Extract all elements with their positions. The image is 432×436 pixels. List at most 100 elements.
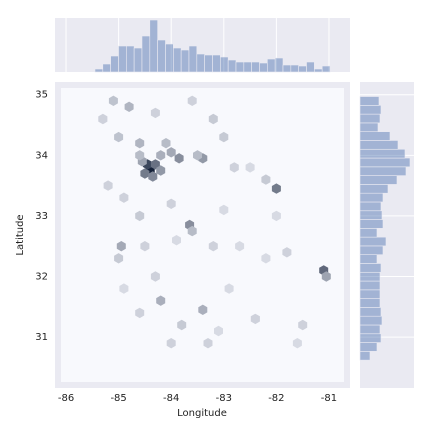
hex-cell: [282, 247, 292, 258]
hex-cell: [298, 319, 308, 331]
hex-cell: [172, 235, 181, 246]
histogram-bar: [359, 122, 379, 132]
histogram-bar: [204, 54, 213, 73]
hex-cell: [208, 241, 218, 252]
histogram-bar: [359, 201, 382, 212]
hex-field: [61, 88, 344, 382]
hex-cell: [321, 271, 331, 282]
histogram-bar: [359, 351, 371, 361]
hex-cell: [261, 253, 271, 264]
histogram-bar: [359, 157, 411, 168]
histogram-bar: [359, 280, 381, 291]
histogram-bar: [118, 45, 127, 73]
x-tick-label: -82: [268, 393, 284, 404]
histogram-bar: [290, 64, 299, 73]
histogram-bar: [298, 65, 307, 73]
histogram-bar: [173, 47, 182, 73]
histogram-bar: [359, 228, 378, 238]
histogram-bar: [267, 58, 276, 73]
x-tick-label: -84: [163, 393, 179, 404]
hex-cell: [187, 225, 197, 237]
histogram-bar: [359, 105, 382, 115]
hex-cell: [135, 138, 145, 149]
y-tick-label: 34: [35, 150, 48, 161]
hex-cell: [156, 295, 166, 306]
hex-cell: [98, 113, 108, 125]
histogram-bar: [359, 271, 381, 282]
histogram-bar: [359, 192, 384, 203]
histogram-bar: [359, 263, 382, 273]
histogram-bar: [180, 49, 190, 73]
histogram-bar: [359, 219, 384, 229]
hex-cell: [114, 131, 124, 143]
histogram-bar: [243, 61, 252, 73]
histogram-bar: [188, 45, 198, 73]
hex-cell: [148, 171, 158, 182]
histogram-bar: [102, 63, 111, 73]
histogram-bar: [359, 140, 399, 150]
hex-cell: [116, 241, 126, 252]
hex-cell: [198, 304, 208, 315]
hex-cell: [261, 174, 271, 185]
hex-cell: [219, 131, 229, 143]
histogram-bar: [359, 245, 384, 255]
y-tick-label: 33: [35, 211, 48, 222]
hex-cell: [219, 204, 229, 216]
histogram-bar: [359, 254, 378, 264]
histogram-bar: [359, 148, 406, 159]
x-axis-label: Longitude: [177, 408, 227, 419]
histogram-bar: [359, 175, 398, 185]
histogram-bar: [235, 61, 245, 73]
histogram-bar: [359, 113, 381, 124]
histogram-bar: [212, 54, 221, 73]
x-tick-label: -81: [321, 393, 337, 404]
y-axis-label: Latitude: [15, 214, 26, 255]
histogram-bar: [220, 56, 229, 73]
hex-cell: [292, 338, 302, 349]
histogram-bar: [359, 315, 383, 326]
hex-cell: [229, 162, 239, 173]
histogram-bar: [251, 61, 260, 73]
hex-cell: [224, 283, 234, 294]
histogram-bar: [359, 298, 381, 308]
histogram-bar: [359, 166, 407, 176]
histogram-bar: [306, 61, 315, 73]
hex-cell: [250, 313, 260, 325]
hex-cell: [214, 325, 223, 337]
histogram-bar: [196, 53, 205, 73]
histogram-bar: [110, 55, 119, 73]
histogram-bar: [359, 184, 389, 194]
hex-cell: [166, 198, 176, 209]
histogram-bar: [141, 35, 151, 73]
histogram-bar: [359, 289, 381, 299]
histogram-bar: [227, 59, 237, 73]
hex-cell: [135, 210, 145, 222]
histogram-bar: [359, 324, 381, 335]
hex-cell: [166, 338, 176, 349]
hex-cell: [187, 95, 197, 106]
histogram-bar: [359, 131, 391, 141]
hex-cell: [166, 147, 176, 158]
hex-cell: [150, 107, 160, 119]
hex-cell: [177, 319, 187, 331]
hex-cell: [124, 101, 134, 112]
hex-cell: [108, 95, 118, 106]
hex-cell: [161, 138, 171, 149]
hex-cell: [103, 180, 113, 191]
hex-cell: [156, 165, 166, 176]
hex-cell: [150, 271, 160, 282]
hex-cell: [208, 113, 218, 125]
histogram-bar: [282, 64, 292, 73]
hex-cell: [245, 162, 255, 173]
x-tick-label: -86: [58, 393, 74, 404]
histogram-bar: [359, 307, 382, 317]
hex-cell: [150, 159, 160, 170]
histogram-bar: [321, 65, 331, 73]
histogram-bar: [274, 57, 284, 73]
histogram-bar: [94, 68, 104, 73]
histogram-bar: [359, 342, 378, 352]
y-tick-label: 31: [35, 332, 48, 343]
x-tick-label: -83: [216, 393, 232, 404]
hex-cell: [203, 338, 213, 349]
